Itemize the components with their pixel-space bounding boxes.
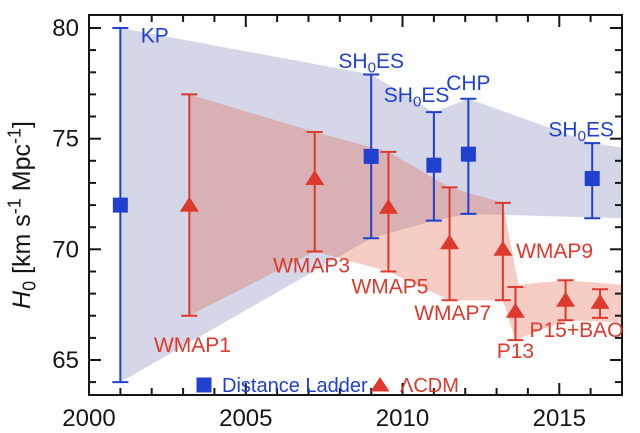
triangle-marker	[493, 240, 513, 256]
triangle-marker	[378, 198, 398, 214]
data-point	[378, 150, 398, 273]
square-marker	[460, 146, 476, 162]
data-point	[460, 97, 477, 215]
x-axis	[88, 15, 592, 395]
point-label: SH0ES	[338, 50, 404, 77]
point-labels: KPSH0ESSH0ESCHPSH0ESWMAP1WMAP3WMAP5WMAP7…	[141, 24, 624, 362]
data-point	[493, 201, 513, 302]
point-label: CHP	[446, 72, 490, 95]
x-tick-labels: 2000 2005 2010 2015	[62, 405, 586, 432]
svg-text:65: 65	[52, 347, 79, 374]
point-label: WMAP1	[154, 334, 231, 357]
y-axis-title: H0 [km s-1 Mpc-1]	[5, 121, 40, 309]
svg-text:2005: 2005	[219, 405, 272, 432]
triangle-marker	[179, 196, 199, 212]
svg-text:80: 80	[52, 15, 79, 42]
point-label: P15+BAO	[530, 319, 624, 342]
triangle-marker	[505, 302, 525, 318]
point-label: P13	[497, 340, 534, 363]
point-label: WMAP9	[516, 240, 593, 263]
data-point	[305, 131, 325, 253]
uncertainty-band-lcdm	[189, 94, 622, 341]
svg-text:70: 70	[52, 236, 79, 263]
legend-square-marker	[196, 377, 212, 393]
data-point	[112, 27, 129, 384]
series-distance-ladder	[112, 27, 601, 384]
data-point	[556, 279, 576, 322]
triangle-marker	[440, 234, 460, 250]
legend-label-distance-ladder: Distance Ladder	[222, 375, 368, 397]
svg-text:2000: 2000	[62, 405, 115, 432]
point-label: SH0ES	[384, 84, 450, 111]
data-point	[179, 93, 199, 317]
series-lcdm	[179, 93, 610, 342]
svg-text:2015: 2015	[533, 405, 586, 432]
legend-triangle-marker	[370, 377, 390, 392]
point-label: WMAP3	[273, 255, 350, 278]
triangle-marker	[305, 170, 325, 185]
point-label: KP	[141, 24, 169, 47]
y-axis	[89, 27, 622, 384]
y-tick-labels: 65 70 75 80	[52, 15, 79, 374]
square-marker	[584, 171, 600, 186]
square-marker	[426, 157, 442, 173]
data-point	[584, 142, 601, 220]
svg-text:2010: 2010	[376, 405, 429, 432]
triangle-marker	[590, 293, 610, 309]
svg-text:75: 75	[52, 126, 79, 153]
square-marker	[363, 148, 379, 164]
data-point	[440, 186, 460, 302]
legend-label-lcdm: ΛCDM	[400, 375, 459, 397]
data-point	[505, 286, 525, 342]
data-point	[425, 111, 442, 222]
legend: Distance Ladder ΛCDM	[196, 375, 459, 397]
point-label: SH0ES	[548, 119, 614, 146]
point-label: WMAP5	[351, 276, 428, 299]
data-point	[590, 288, 610, 319]
triangle-marker	[556, 291, 576, 307]
square-marker	[112, 197, 128, 213]
point-label: WMAP7	[414, 302, 491, 325]
data-point	[363, 73, 380, 240]
